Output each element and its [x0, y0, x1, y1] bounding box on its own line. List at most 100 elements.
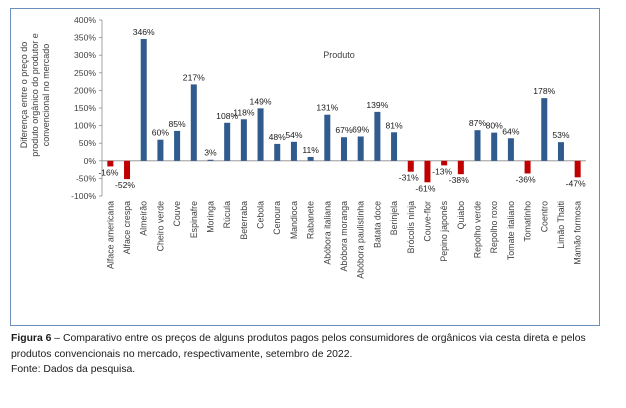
data-label: 131%: [316, 103, 338, 113]
bar-25: [507, 138, 514, 161]
data-label: 178%: [533, 86, 555, 96]
category-label: Batata doce: [372, 201, 382, 248]
category-label: Limão Thaiti: [556, 201, 566, 249]
category-label: Beterraba: [239, 201, 249, 240]
y-tick-label: 350%: [74, 33, 96, 43]
bar-10: [257, 108, 264, 161]
y-tick-label: 100%: [74, 121, 96, 131]
category-label: Quiabo: [456, 201, 466, 229]
data-label: 80%: [486, 121, 504, 131]
category-label: Mamão formosa: [573, 201, 583, 265]
caption-text: – Comparativo entre os preços de alguns …: [11, 333, 586, 360]
bar-6: [190, 84, 197, 161]
category-label: Coentro: [539, 201, 549, 232]
data-label: 11%: [302, 145, 319, 155]
bar-21: [441, 160, 448, 166]
category-label: Almeirão: [139, 201, 149, 236]
y-tick-label: -50%: [76, 173, 96, 183]
y-tick-label: 150%: [74, 103, 96, 113]
category-label: Cenoura: [272, 201, 282, 235]
bar-22: [457, 160, 464, 175]
y-axis-label-line: Diferença entre o preço do: [19, 42, 29, 149]
data-label: 118%: [233, 107, 255, 117]
category-label: Moringa: [205, 201, 215, 233]
bar-16: [357, 136, 364, 161]
data-label: 139%: [366, 100, 388, 110]
data-label: -47%: [566, 178, 586, 188]
data-label: -36%: [516, 174, 536, 184]
y-tick-label: 50%: [79, 138, 97, 148]
y-axis-label-line: convencional no mercado: [41, 44, 51, 147]
bar-26: [524, 160, 531, 174]
bar-12: [290, 141, 297, 161]
y-tick-label: 200%: [74, 85, 96, 95]
data-label: -31%: [399, 173, 419, 183]
category-label: Alface americana: [105, 201, 115, 269]
bar-18: [391, 132, 398, 161]
bar-24: [491, 132, 498, 161]
category-label: Cebola: [256, 201, 266, 229]
data-label: 81%: [385, 120, 403, 130]
data-label: -52%: [115, 180, 135, 190]
y-tick-label: 300%: [74, 50, 96, 60]
data-label: 53%: [552, 130, 570, 140]
data-label: 108%: [216, 111, 238, 121]
data-label: 54%: [285, 130, 303, 140]
category-label: Abóbora italiana: [322, 201, 332, 265]
category-label: Rúcula: [222, 201, 232, 228]
bar-27: [541, 98, 548, 161]
y-tick-label: 400%: [74, 15, 96, 25]
y-tick-label: 250%: [74, 68, 96, 78]
data-label: -38%: [449, 175, 469, 185]
data-label: -61%: [415, 183, 435, 193]
category-label: Mandioca: [289, 201, 299, 239]
category-label: Espinafre: [189, 201, 199, 238]
bar-1: [107, 160, 114, 167]
category-label: Berinjela: [389, 201, 399, 235]
category-label: Repolho verde: [473, 201, 483, 258]
bar-2: [124, 160, 131, 180]
data-label: 67%: [335, 125, 353, 135]
bar-20: [424, 160, 431, 183]
bar-4: [157, 139, 164, 161]
figure-caption: Figura 6 – Comparativo entre os preços d…: [11, 331, 611, 363]
bar-3: [140, 39, 147, 161]
bar-14: [324, 114, 331, 161]
bar-8: [224, 122, 231, 161]
bar-11: [274, 143, 281, 161]
data-label: 60%: [152, 128, 170, 138]
category-label: Pepino japonês: [439, 200, 449, 261]
category-label: Abóbora moranga: [339, 201, 349, 272]
data-label: 149%: [250, 96, 272, 106]
bar-17: [374, 111, 381, 161]
y-tick-label: -100%: [71, 191, 96, 201]
category-label: Couve: [172, 201, 182, 227]
figure-source: Fonte: Dados da pesquisa.: [11, 364, 136, 375]
chart-frame: [10, 8, 600, 326]
y-axis-label-line: produto orgânico do produtor e: [30, 33, 40, 157]
bar-5: [174, 130, 181, 161]
category-label: Abóbora paulistinha: [356, 201, 366, 279]
data-label: 217%: [183, 72, 205, 82]
bar-chart: -100% -50% 0% 50% 100% 150% 200% 250% 300% 350% 40…: [19, 15, 586, 279]
category-label: Rabanete: [306, 201, 316, 239]
data-label: 3%: [204, 148, 217, 158]
bar-9: [240, 119, 247, 161]
bar-28: [557, 142, 564, 161]
bar-13: [307, 156, 314, 161]
data-label: 87%: [469, 118, 487, 128]
bar-15: [340, 137, 348, 161]
data-label: 69%: [352, 125, 370, 135]
bar-23: [474, 130, 481, 161]
data-label: 48%: [269, 132, 287, 142]
data-label: 64%: [502, 126, 520, 136]
data-label: -13%: [432, 166, 452, 176]
y-tick-label: 0%: [84, 156, 97, 166]
data-label: -16%: [98, 167, 118, 177]
category-label: Tomatinho: [523, 201, 533, 242]
data-label: 85%: [169, 119, 187, 129]
category-label: Tomate italiano: [506, 201, 516, 260]
bar-19: [407, 160, 414, 172]
category-label: Cheiro verde: [155, 201, 165, 251]
category-label: Couve-flor: [422, 201, 432, 242]
